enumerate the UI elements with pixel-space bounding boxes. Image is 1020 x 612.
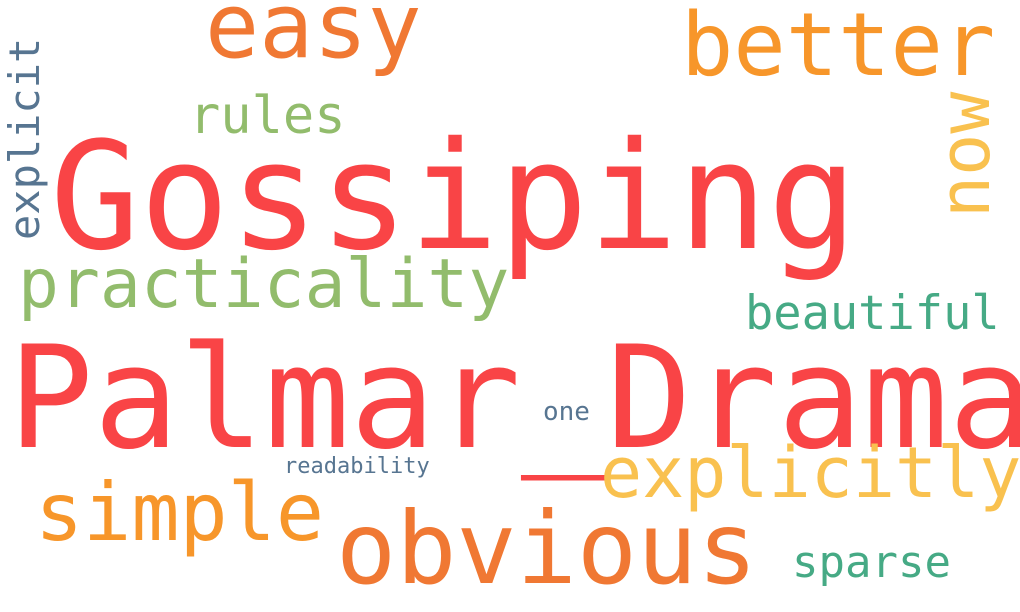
word-palmar-drama: Palmar_Drama	[8, 316, 1020, 481]
word-sparse: sparse	[792, 537, 951, 588]
word-readability: readability	[284, 454, 430, 479]
word-now: now	[924, 91, 1006, 218]
word-one: one	[543, 397, 590, 427]
word-explicit: explicit	[0, 37, 49, 240]
word-beautiful: beautiful	[745, 286, 1000, 341]
word-practicality: practicality	[18, 245, 510, 324]
word-rules: rules	[189, 86, 346, 146]
word-better: better	[681, 0, 996, 96]
word-explicitly: explicitly	[600, 432, 1020, 514]
word-obvious: obvious	[336, 490, 758, 607]
word-simple: simple	[35, 466, 324, 559]
word-gossiping: Gossiping	[50, 111, 858, 284]
word-easy: easy	[205, 0, 422, 79]
